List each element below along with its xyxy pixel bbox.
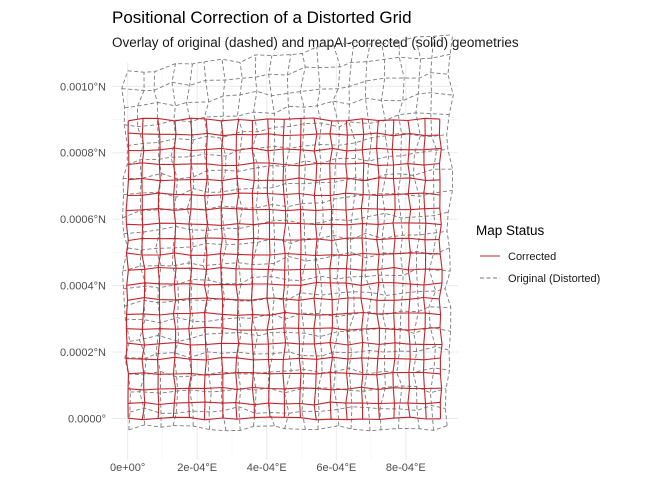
original-grid-column-line (363, 43, 373, 431)
corrected-grid-column-line (438, 119, 443, 419)
corrected-grid-row-line (126, 222, 442, 226)
original-grid-column-line (236, 62, 243, 431)
corrected-grid-column-line (125, 120, 130, 419)
original-grid-column-line (331, 45, 341, 426)
corrected-grid-column-line (172, 120, 177, 418)
corrected-grid-row-line (128, 371, 441, 376)
original-grid-row-line (128, 424, 448, 432)
chart-title: Positional Correction of a Distorted Gri… (112, 8, 412, 27)
original-grid-column-line (153, 71, 163, 428)
original-grid-column-line (444, 34, 454, 426)
corrected-grid-column-line (345, 120, 349, 420)
corrected-grid-series (125, 117, 443, 421)
corrected-grid-column-line (298, 118, 302, 418)
legend-label-corrected: Corrected (508, 251, 556, 263)
original-grid-column-line (379, 43, 390, 430)
y-axis: 0.0000° 0.0002°N 0.0004°N 0.0006°N 0.0008°N 0… (60, 81, 106, 425)
y-tick-label: 0.0008°N (60, 148, 106, 160)
original-grid-column-line (137, 72, 147, 425)
original-grid-series (121, 34, 454, 432)
corrected-grid-column-line (282, 119, 287, 418)
y-tick-label: 0.0010°N (60, 81, 106, 93)
x-tick-label: 2e-04°E (177, 462, 217, 474)
corrected-grid-column-line (235, 119, 240, 420)
y-tick-label: 0.0000° (68, 413, 106, 425)
grid-lines (112, 63, 458, 460)
original-grid-column-line (299, 53, 307, 430)
corrected-grid-row-line (126, 326, 441, 331)
corrected-grid-column-line (376, 120, 380, 420)
x-axis: 0e+00° 2e-04°E 4e-04°E 6e-04°E 8e-04°E (110, 462, 426, 474)
original-grid-column-line (284, 54, 292, 429)
original-grid-column-line (412, 36, 422, 429)
corrected-grid-column-line (188, 118, 193, 418)
corrected-grid-column-line (219, 120, 224, 419)
legend-title: Map Status (476, 223, 545, 238)
legend: Map Status Corrected Original (Distorted… (476, 223, 600, 285)
original-grid-row-line (124, 288, 446, 307)
x-tick-label: 6e-04°E (316, 462, 356, 474)
corrected-grid-column-line (407, 120, 412, 418)
corrected-grid-row-line (126, 207, 440, 212)
y-tick-label: 0.0004°N (60, 281, 106, 293)
original-grid-column-line (428, 36, 438, 431)
original-grid-row-line (130, 385, 447, 394)
corrected-grid-column-line (203, 118, 208, 420)
corrected-grid-column-line (391, 119, 396, 419)
corrected-grid-row-line (128, 147, 442, 152)
legend-label-original: Original (Distorted) (508, 273, 600, 285)
original-grid-column-line (396, 41, 405, 429)
original-grid-column-line (347, 41, 357, 430)
plot-panel (112, 34, 458, 460)
corrected-grid-column-line (360, 118, 365, 420)
x-tick-label: 8e-04°E (386, 462, 426, 474)
original-grid-row-line (123, 149, 448, 180)
original-grid-row-line (121, 53, 451, 91)
corrected-grid-column-line (141, 118, 146, 420)
corrected-grid-column-line (422, 118, 427, 420)
original-grid-row-line (124, 72, 448, 109)
original-grid-column-line (251, 54, 260, 427)
original-grid-column-line (267, 55, 276, 427)
y-tick-label: 0.0006°N (60, 214, 106, 226)
original-grid-row-line (123, 168, 453, 198)
original-grid-row-line (122, 189, 453, 219)
chart-subtitle: Overlay of original (dashed) and mapAI-c… (112, 35, 519, 50)
corrected-grid-column-line (313, 117, 318, 420)
corrected-grid-column-line (250, 120, 255, 418)
corrected-grid-column-line (266, 118, 271, 418)
corrected-grid-column-line (329, 120, 334, 420)
x-tick-label: 4e-04°E (247, 462, 287, 474)
x-tick-label: 0e+00° (110, 462, 145, 474)
corrected-grid-column-line (157, 118, 161, 419)
original-grid-row-line (127, 34, 453, 73)
original-grid-row-line (127, 230, 448, 251)
original-grid-row-line (127, 132, 447, 166)
y-tick-label: 0.0002°N (60, 347, 106, 359)
